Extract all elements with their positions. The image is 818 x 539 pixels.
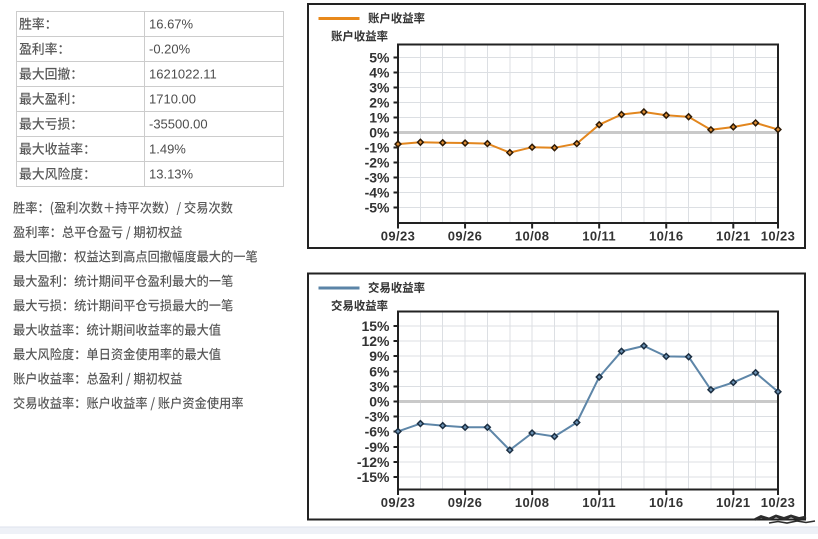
svg-text:13.13%: 13.13% xyxy=(149,167,194,182)
svg-text:9%: 9% xyxy=(369,348,390,364)
svg-text:10/08: 10/08 xyxy=(515,229,550,244)
svg-text:6%: 6% xyxy=(369,364,390,380)
svg-text:-12%: -12% xyxy=(357,454,390,470)
svg-text:-35500.00: -35500.00 xyxy=(149,117,208,132)
svg-text:10/11: 10/11 xyxy=(582,229,616,244)
svg-text:4%: 4% xyxy=(369,65,390,81)
svg-text:0%: 0% xyxy=(369,394,390,410)
svg-text:1.49%: 1.49% xyxy=(149,142,186,157)
svg-text:-1%: -1% xyxy=(365,140,390,156)
svg-text:1%: 1% xyxy=(369,110,390,126)
svg-text:10/16: 10/16 xyxy=(649,495,684,510)
svg-text:10/21: 10/21 xyxy=(716,229,751,244)
svg-text:3%: 3% xyxy=(369,80,390,96)
svg-text:-15%: -15% xyxy=(357,469,390,485)
svg-text:-2%: -2% xyxy=(365,155,390,171)
svg-text:3%: 3% xyxy=(369,379,390,395)
svg-text:10/16: 10/16 xyxy=(649,229,684,244)
svg-text:10/21: 10/21 xyxy=(716,495,751,510)
svg-text:-3%: -3% xyxy=(365,170,390,186)
svg-text:-4%: -4% xyxy=(365,185,390,201)
svg-text:16.67%: 16.67% xyxy=(149,17,194,32)
svg-text:10/23: 10/23 xyxy=(761,495,796,510)
svg-text:0%: 0% xyxy=(369,125,390,141)
svg-text:-0.20%: -0.20% xyxy=(149,42,191,57)
svg-text:09/26: 09/26 xyxy=(448,229,483,244)
svg-text:-9%: -9% xyxy=(365,439,390,455)
svg-text:-5%: -5% xyxy=(365,200,390,216)
svg-text:10/08: 10/08 xyxy=(515,495,550,510)
svg-text:09/23: 09/23 xyxy=(381,229,416,244)
svg-text:2%: 2% xyxy=(369,95,390,111)
svg-text:-3%: -3% xyxy=(365,409,390,425)
svg-text:10/11: 10/11 xyxy=(582,495,616,510)
svg-text:1621022.11: 1621022.11 xyxy=(149,67,217,82)
svg-text:12%: 12% xyxy=(361,333,390,349)
svg-text:15%: 15% xyxy=(361,318,390,334)
svg-text:09/23: 09/23 xyxy=(381,495,416,510)
svg-text:1710.00: 1710.00 xyxy=(149,92,196,107)
svg-text:10/23: 10/23 xyxy=(761,229,796,244)
svg-text:09/26: 09/26 xyxy=(448,495,483,510)
svg-text:5%: 5% xyxy=(369,50,390,66)
svg-text:-6%: -6% xyxy=(365,424,390,440)
